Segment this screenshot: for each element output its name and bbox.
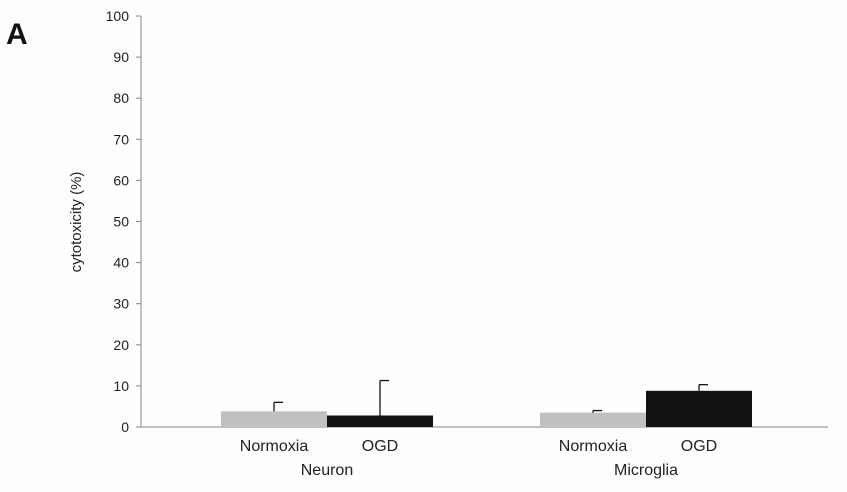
plot-area: 0 10 20 30 40 50 60 70 80 90 100 Normoxia OGD Neuron N… [106, 8, 828, 479]
category-label: OGD [681, 438, 717, 455]
bar-neuron-ogd [327, 415, 433, 427]
y-tick-label: 80 [113, 90, 129, 106]
y-tick-label: 100 [106, 8, 130, 24]
y-tick-label: 70 [113, 131, 129, 147]
y-tick-label: 20 [113, 337, 129, 353]
y-tick-label: 90 [113, 49, 129, 65]
y-axis-title: cytotoxicity (%) [68, 172, 85, 273]
category-label: Normoxia [559, 438, 628, 455]
category-label: Normoxia [240, 438, 309, 455]
y-tick-label: 0 [121, 419, 129, 435]
bar-neuron-normoxia [221, 411, 327, 427]
y-tick-label: 30 [113, 296, 129, 312]
category-label: OGD [362, 438, 398, 455]
bar-microglia-normoxia [540, 412, 646, 427]
group-label: Neuron [301, 462, 353, 479]
y-tick-label: 40 [113, 255, 129, 271]
y-tick-label: 10 [113, 378, 129, 394]
panel-label: A [6, 18, 28, 51]
group-label: Microglia [614, 462, 678, 479]
y-tick-label: 50 [113, 214, 129, 230]
bar-microglia-ogd [646, 390, 752, 427]
y-tick-label: 60 [113, 172, 129, 188]
